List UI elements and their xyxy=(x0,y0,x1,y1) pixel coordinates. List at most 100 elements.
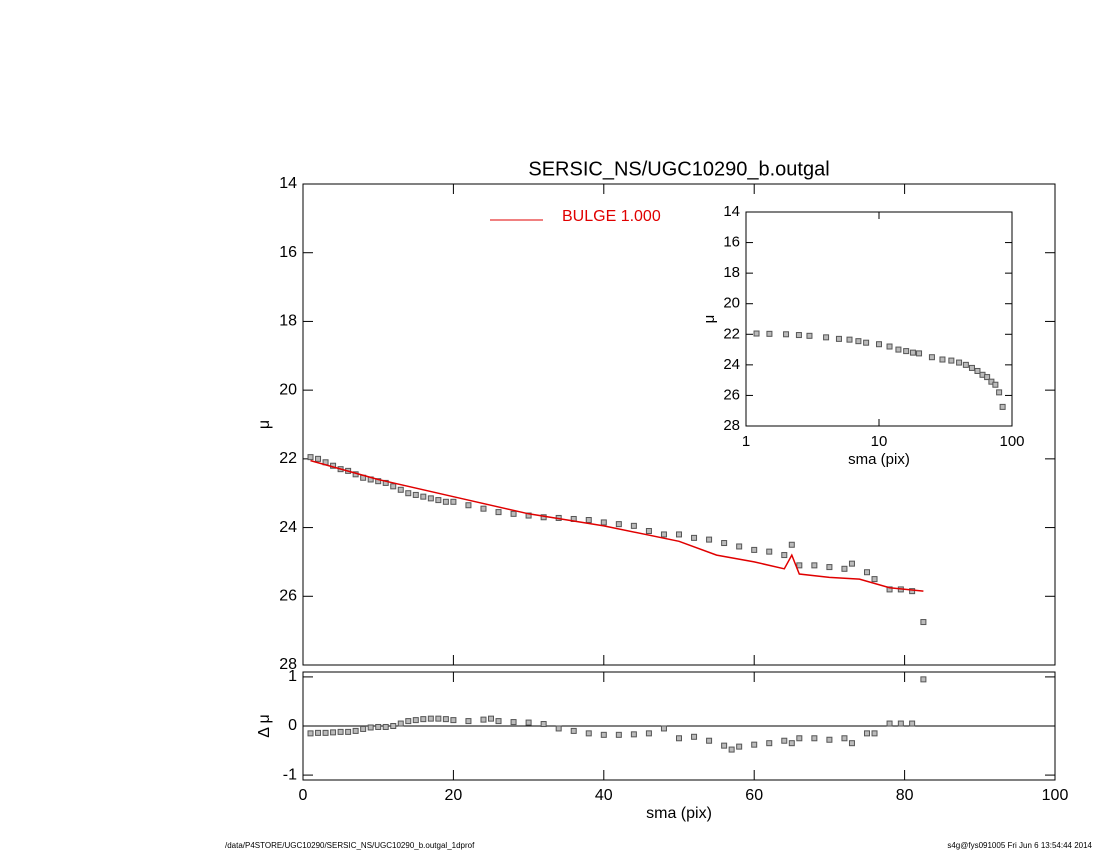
data-point xyxy=(390,483,397,490)
data-point xyxy=(691,733,698,740)
data-point xyxy=(495,718,502,725)
data-point xyxy=(811,562,818,569)
y-tick-label: 22 xyxy=(723,325,740,342)
data-point xyxy=(480,716,487,723)
data-point xyxy=(974,367,981,374)
data-point xyxy=(330,729,337,736)
data-point xyxy=(823,334,830,341)
data-point xyxy=(337,728,344,735)
data-point xyxy=(886,343,893,350)
x-tick-label: 40 xyxy=(595,787,613,804)
data-point xyxy=(871,576,878,583)
data-point xyxy=(903,348,910,355)
data-point xyxy=(420,493,427,500)
data-point xyxy=(864,569,870,576)
data-point xyxy=(488,715,494,722)
data-point xyxy=(999,403,1006,410)
data-point xyxy=(435,497,442,504)
data-point xyxy=(781,552,788,559)
data-point xyxy=(984,374,991,381)
data-point xyxy=(412,491,419,498)
data-point xyxy=(916,350,923,357)
data-point xyxy=(405,718,412,725)
inset-bg xyxy=(746,212,1012,426)
data-point xyxy=(788,740,795,747)
data-point xyxy=(390,723,397,729)
data-point xyxy=(766,330,773,337)
data-point xyxy=(753,330,760,337)
y-tick-label: 26 xyxy=(279,588,297,605)
y-tick-label: 1 xyxy=(288,668,297,685)
x-tick-label: 100 xyxy=(999,433,1024,450)
x-tick-label: 100 xyxy=(1042,787,1069,804)
data-point xyxy=(855,338,862,345)
data-point xyxy=(811,735,818,742)
data-point xyxy=(570,727,577,734)
data-point xyxy=(864,730,870,737)
data-point xyxy=(751,741,758,748)
data-point xyxy=(928,354,935,361)
data-point xyxy=(706,536,713,543)
data-point xyxy=(510,510,517,517)
data-point xyxy=(939,356,946,363)
data-point xyxy=(660,531,667,538)
data-point xyxy=(751,546,758,553)
data-point xyxy=(871,730,878,737)
data-point xyxy=(615,521,622,528)
data-point xyxy=(645,730,652,737)
data-point xyxy=(405,490,412,497)
data-point xyxy=(352,727,359,734)
chart-title: SERSIC_NS/UGC10290_b.outgal xyxy=(528,158,829,180)
y-tick-label: 16 xyxy=(279,244,297,261)
footer-right: s4g@fys091005 Fri Jun 6 13:54:44 2014 xyxy=(947,841,1092,850)
data-point xyxy=(480,505,487,512)
x-tick-label: 1 xyxy=(742,433,750,450)
data-point xyxy=(920,676,927,683)
y-axis-label: Δ μ xyxy=(256,714,273,737)
data-point xyxy=(788,541,795,548)
x-axis-label: sma (pix) xyxy=(848,451,910,468)
data-point xyxy=(600,731,607,738)
data-point xyxy=(795,332,802,339)
data-point xyxy=(781,737,788,744)
data-point xyxy=(307,454,314,461)
data-point xyxy=(397,720,404,727)
data-point xyxy=(846,336,853,343)
data-point xyxy=(375,478,382,485)
data-point xyxy=(886,720,893,727)
y-tick-label: 20 xyxy=(723,295,740,312)
data-point xyxy=(909,588,916,595)
y-tick-label: 24 xyxy=(279,519,297,536)
y-tick-label: 14 xyxy=(279,175,297,192)
data-point xyxy=(442,716,449,723)
data-point xyxy=(495,509,502,516)
data-point xyxy=(806,332,813,339)
data-point xyxy=(427,715,434,722)
data-point xyxy=(766,740,773,747)
data-point xyxy=(848,740,855,747)
data-point xyxy=(796,562,803,569)
data-point xyxy=(367,724,374,731)
data-point xyxy=(540,721,547,728)
data-point xyxy=(841,565,848,572)
x-tick-label: 10 xyxy=(871,433,888,450)
data-point xyxy=(826,736,833,743)
data-point xyxy=(465,502,472,509)
x-tick-label: 80 xyxy=(896,787,914,804)
data-point xyxy=(736,543,743,550)
data-point xyxy=(706,737,713,744)
y-tick-label: 14 xyxy=(723,203,740,220)
data-point xyxy=(555,725,562,732)
data-point xyxy=(442,498,449,505)
data-point xyxy=(525,719,532,726)
x-tick-label: 0 xyxy=(299,787,308,804)
plot-frame xyxy=(302,183,1056,666)
data-point xyxy=(691,534,698,541)
y-tick-label: 24 xyxy=(723,356,740,373)
data-point xyxy=(863,339,870,346)
data-point xyxy=(796,735,803,742)
y-tick-label: 16 xyxy=(723,234,740,251)
data-point xyxy=(766,548,773,555)
model-line xyxy=(310,459,924,592)
